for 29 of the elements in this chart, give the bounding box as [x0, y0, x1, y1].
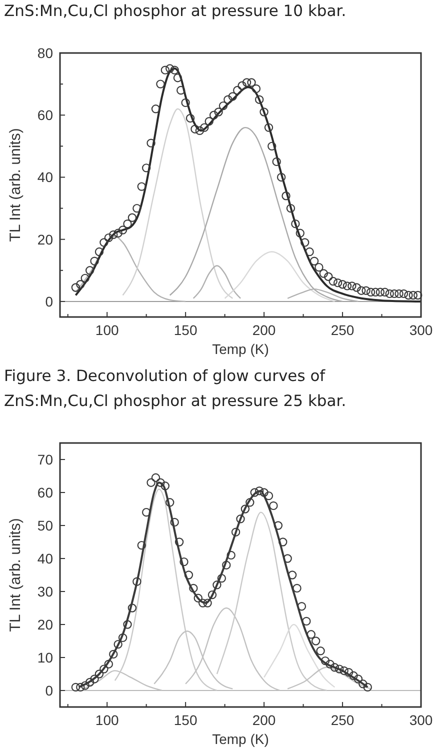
- x-tick-label: 200: [252, 322, 276, 338]
- x-axis-title: Temp (K): [212, 341, 269, 357]
- y-axis-title: TL Int (arb. units): [7, 518, 24, 632]
- y-axis-title: TL Int (arb. units): [7, 128, 24, 242]
- x-tick-label: 250: [330, 712, 354, 728]
- y-tick-label: 30: [37, 584, 54, 600]
- x-tick-label: 300: [409, 322, 433, 338]
- y-tick-label: 20: [37, 231, 54, 248]
- y-tick-label: 40: [37, 169, 54, 186]
- y-tick-label: 50: [37, 518, 54, 534]
- y-tick-label: 40: [37, 550, 54, 566]
- y-tick-label: 60: [37, 484, 54, 500]
- chart-title: ZnS:Mn,Cu,Cl phosphor at pressure 10 kbar.: [4, 2, 346, 20]
- chart-title: Figure 3. Deconvolution of glow curves of ZnS:Mn,Cu,Cl phosphor at pressure 25 kbar.: [4, 367, 346, 410]
- y-tick-label: 10: [37, 650, 54, 666]
- x-tick-label: 100: [95, 712, 119, 728]
- x-tick-label: 250: [330, 322, 354, 338]
- x-tick-label: 100: [95, 322, 119, 338]
- y-tick-label: 60: [37, 107, 54, 124]
- y-tick-label: 0: [45, 682, 54, 698]
- y-tick-label: 20: [37, 616, 54, 632]
- x-tick-label: 300: [409, 712, 433, 728]
- x-tick-label: 150: [174, 712, 198, 728]
- x-tick-label: 150: [174, 322, 198, 338]
- x-axis-title: Temp (K): [212, 731, 269, 747]
- y-tick-label: 70: [37, 452, 54, 468]
- y-tick-label: 0: [45, 293, 54, 310]
- y-tick-label: 80: [37, 45, 54, 61]
- x-tick-label: 200: [252, 712, 276, 728]
